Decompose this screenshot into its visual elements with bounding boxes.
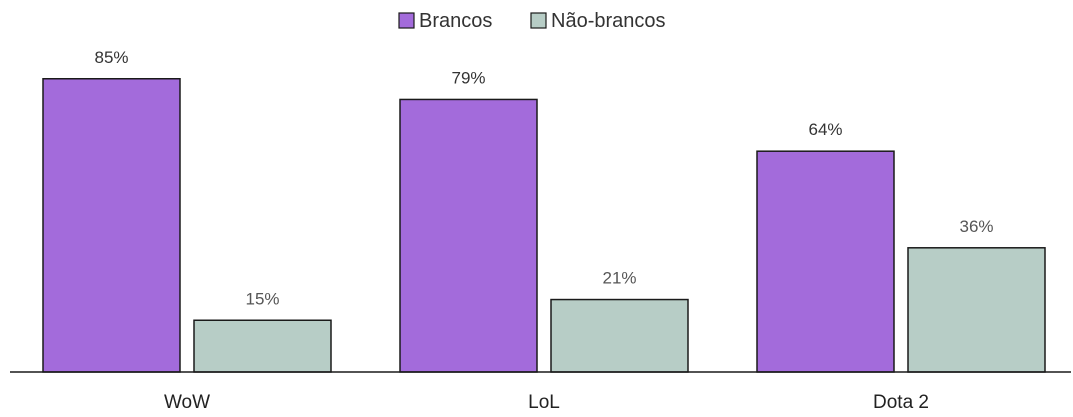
bar-lol-series-0	[399, 98, 538, 373]
data-label: 85%	[94, 48, 128, 67]
x-tick-label: Dota 2	[873, 392, 929, 413]
data-label: 21%	[602, 269, 636, 288]
legend-label-brancos: Brancos	[419, 10, 492, 32]
bar-dota-2-series-1	[907, 247, 1046, 373]
legend-swatch-brancos	[398, 12, 415, 29]
data-label: 36%	[959, 217, 993, 236]
x-tick-label: LoL	[528, 392, 560, 413]
data-label: 79%	[451, 68, 485, 87]
x-tick-label: WoW	[164, 392, 210, 413]
legend: Brancos Não-brancos	[398, 10, 666, 32]
bars	[42, 78, 1046, 373]
bar-wow-series-1	[193, 319, 332, 373]
bar-wow-series-0	[42, 78, 181, 373]
legend-label-nao-brancos: Não-brancos	[551, 10, 666, 32]
category-labels: WoW LoL Dota 2	[164, 392, 929, 413]
data-label: 64%	[808, 120, 842, 139]
bar-dota-2-series-0	[756, 150, 895, 373]
bar-lol-series-1	[550, 298, 689, 373]
legend-swatch-nao-brancos	[530, 12, 547, 29]
value-labels: 85% 15% 79% 21% 64% 36%	[94, 48, 993, 309]
data-label: 15%	[245, 289, 279, 308]
